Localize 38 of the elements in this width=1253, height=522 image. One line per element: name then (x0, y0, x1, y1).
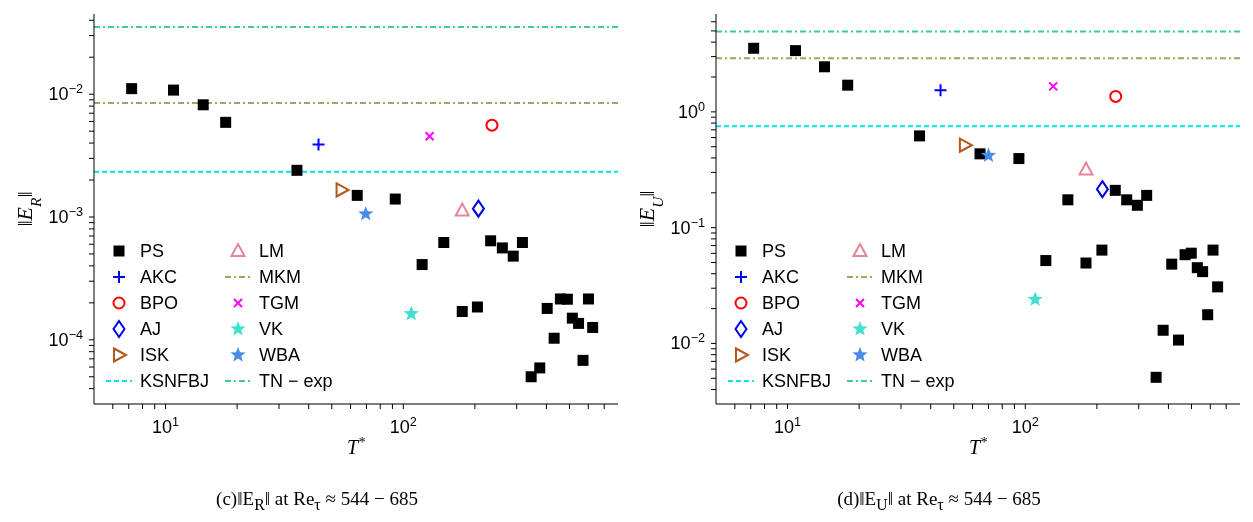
text: (c)‖E$_{R}$‖ at Re$_{τ}$ ≈ 544 − 685 (216, 488, 418, 514)
y-tick-label: 10$^{−4}$ (48, 327, 83, 350)
legend-label: BPO (762, 292, 801, 314)
legend-label: AJ (140, 318, 162, 340)
legend-label: TN − exp (259, 370, 333, 392)
legend-label: ISK (140, 344, 170, 366)
legend-label: VK (881, 318, 906, 340)
text: (d)‖E$_{U}$‖ at Re$_{τ}$ ≈ 544 − 685 (837, 488, 1041, 514)
legend-label: KSNFBJ (140, 370, 210, 392)
legend-label: TN − exp (881, 370, 955, 392)
x-tick-label: 10$^{2}$ (389, 415, 417, 437)
x-tick-label: 10$^{1}$ (774, 415, 802, 437)
legend-label: BPO (140, 292, 179, 314)
y-tick-label: 10$^{−2}$ (670, 331, 705, 354)
x-tick-label: 10$^{2}$ (1011, 415, 1039, 437)
legend-label: LM (259, 240, 285, 262)
y-tick-label: 10$^{−2}$ (48, 82, 83, 105)
legend-label: AKC (140, 266, 178, 288)
y-tick-label: 10$^{0}$ (677, 99, 705, 122)
legend-label: PS (762, 240, 787, 262)
legend-label: TGM (259, 292, 300, 314)
legend-label: KSNFBJ (762, 370, 832, 392)
legend-label: AKC (762, 266, 800, 288)
x-tick-label: 10$^{1}$ (152, 415, 180, 437)
legend-label: VK (259, 318, 284, 340)
legend-label: WBA (881, 344, 923, 366)
x-axis-title: T$^{*}$ (968, 434, 988, 458)
legend-label: ISK (762, 344, 792, 366)
legend-label: LM (881, 240, 907, 262)
x-axis-title: T$^{*}$ (346, 434, 366, 458)
legend-label: MKM (881, 266, 924, 288)
legend-label: PS (140, 240, 165, 262)
legend-label: AJ (762, 318, 784, 340)
y-tick-label: 10$^{−3}$ (48, 205, 83, 227)
legend-label: TGM (881, 292, 922, 314)
legend-label: MKM (259, 266, 302, 288)
legend-label: WBA (259, 344, 301, 366)
y-tick-label: 10$^{−1}$ (670, 215, 705, 238)
